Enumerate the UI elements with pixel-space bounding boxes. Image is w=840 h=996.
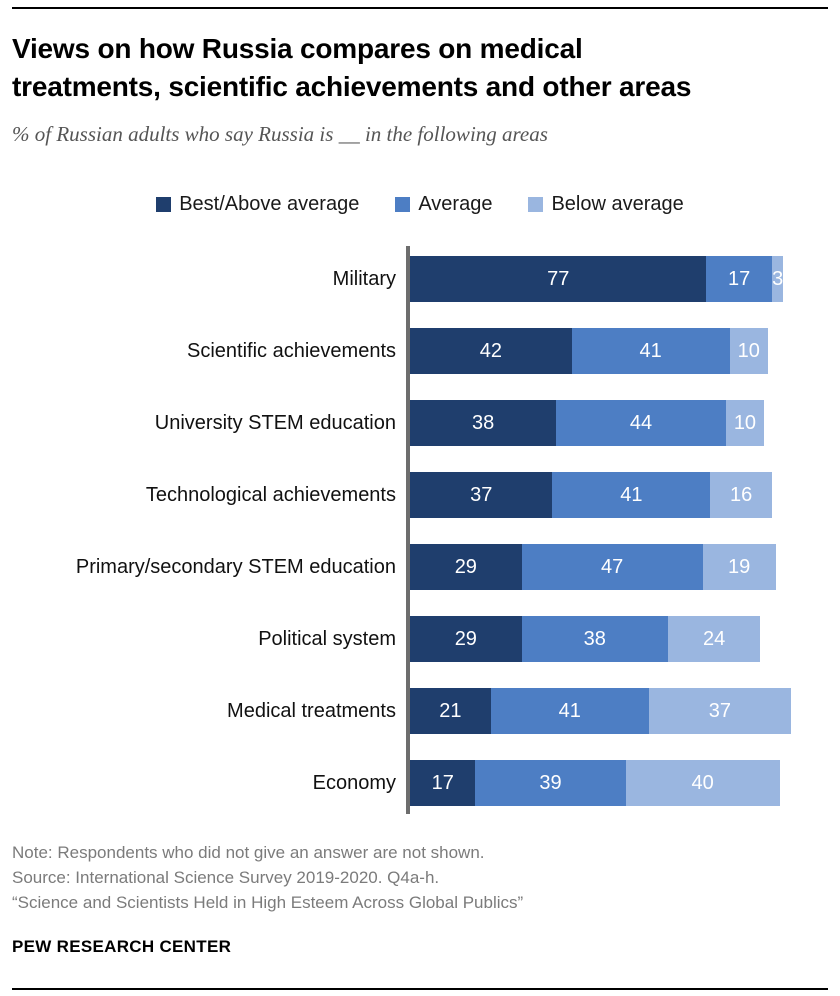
bottom-divider: [12, 988, 828, 990]
legend-label: Below average: [551, 193, 684, 215]
bar-row: Scientific achievements 42 41 10: [0, 328, 840, 374]
title-line-1: Views on how Russia compares on medical: [12, 33, 583, 64]
bar-row: Medical treatments 21 41 37: [0, 688, 840, 734]
page-title: Views on how Russia compares on medical …: [12, 30, 828, 106]
bar-segment: 17: [410, 760, 476, 806]
bar-row: Technological achievements 37 41 16: [0, 472, 840, 518]
bar-segment: 42: [410, 328, 572, 374]
bar-row: Military 77 17 3: [0, 256, 840, 302]
bar-stack: 29 47 19: [410, 544, 776, 590]
chart-legend: Best/Above average Average Below average: [0, 193, 840, 216]
bar-segment: 41: [552, 472, 711, 518]
title-line-2: treatments, scientific achievements and …: [12, 71, 692, 102]
bar-stack: 77 17 3: [410, 256, 784, 302]
bar-segment: 38: [410, 400, 557, 446]
note-text: Note: Respondents who did not give an an…: [12, 843, 485, 862]
bar-segment: 19: [702, 544, 776, 590]
bar-chart-rows: Military 77 17 3 Scientific achievements 42 41…: [0, 256, 840, 806]
category-label: Economy: [312, 771, 396, 794]
bar-segment: 41: [571, 328, 730, 374]
bar-segment: 10: [725, 400, 765, 446]
bar-stack: 29 38 24: [410, 616, 761, 662]
bar-segment: 24: [667, 616, 761, 662]
legend-swatch: [156, 197, 172, 212]
bar-segment: 3: [771, 256, 784, 302]
report-title-text: “Science and Scientists Held in High Est…: [12, 893, 524, 912]
legend-item-average: Average: [395, 193, 492, 216]
bar-segment: 47: [521, 544, 703, 590]
category-label: Military: [332, 267, 396, 290]
source-text: Source: International Science Survey 201…: [12, 868, 440, 887]
legend-swatch: [395, 197, 411, 212]
bar-segment: 16: [710, 472, 772, 518]
bar-stack: 21 41 37: [410, 688, 792, 734]
bar-segment: 21: [410, 688, 491, 734]
bar-segment: 40: [625, 760, 780, 806]
category-label: Primary/secondary STEM education: [75, 555, 396, 578]
bar-row: Political system 29 38 24: [0, 616, 840, 662]
bar-row: Economy 17 39 40: [0, 760, 840, 806]
bar-stack: 38 44 10: [410, 400, 765, 446]
pew-research-center-wordmark: PEW RESEARCH CENTER: [12, 937, 232, 956]
category-label: Medical treatments: [227, 699, 396, 722]
bar-segment: 17: [706, 256, 772, 302]
bar-segment: 44: [556, 400, 726, 446]
bar-row: University STEM education 38 44 10: [0, 400, 840, 446]
category-label: Technological achievements: [145, 483, 396, 506]
y-axis-line: [406, 246, 410, 814]
category-label: University STEM education: [154, 411, 396, 434]
legend-swatch: [528, 197, 544, 212]
chart-subtitle: % of Russian adults who say Russia is __…: [12, 122, 548, 146]
bar-stack: 17 39 40: [410, 760, 780, 806]
bar-segment: 29: [410, 616, 522, 662]
legend-label: Best/Above average: [179, 193, 360, 215]
bar-row: Primary/secondary STEM education 29 47 19: [0, 544, 840, 590]
bar-segment: 38: [521, 616, 668, 662]
top-divider: [12, 7, 828, 9]
bar-segment: 39: [475, 760, 626, 806]
bar-segment: 41: [490, 688, 649, 734]
bar-segment: 37: [648, 688, 792, 734]
category-label: Political system: [258, 627, 396, 650]
stacked-bar-chart: Military 77 17 3 Scientific achievements 42 41…: [0, 246, 840, 814]
bar-segment: 29: [410, 544, 522, 590]
bar-segment: 10: [729, 328, 769, 374]
bar-segment: 77: [410, 256, 707, 302]
legend-item-best-above-average: Best/Above average: [156, 193, 359, 216]
bar-stack: 42 41 10: [410, 328, 769, 374]
legend-item-below-average: Below average: [528, 193, 684, 216]
footnotes: Note: Respondents who did not give an an…: [12, 840, 828, 915]
legend-label: Average: [418, 193, 493, 215]
category-label: Scientific achievements: [187, 339, 396, 362]
bar-stack: 37 41 16: [410, 472, 772, 518]
bar-segment: 37: [410, 472, 553, 518]
